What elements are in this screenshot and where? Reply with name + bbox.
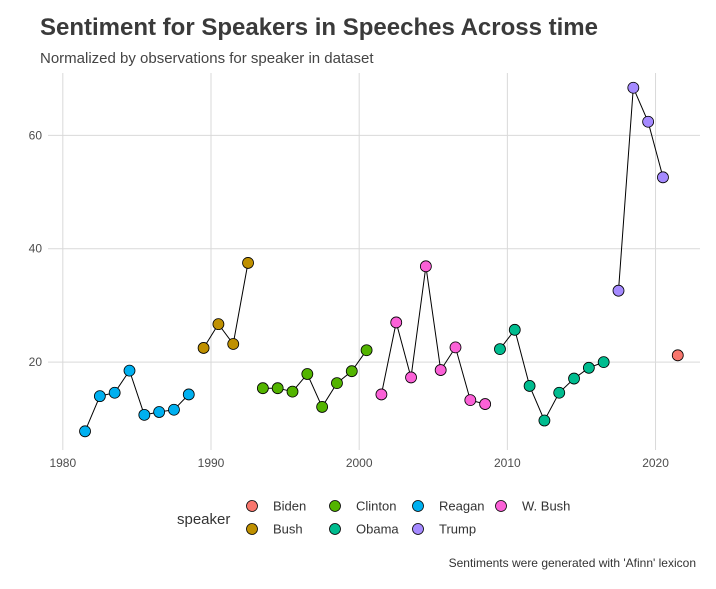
legend-label-clinton: Clinton (356, 499, 396, 514)
x-tick-label: 2020 (642, 456, 669, 470)
legend-label-w-bush: W. Bush (522, 499, 570, 514)
legend-key-biden (246, 500, 258, 512)
data-point-bush (197, 342, 210, 354)
data-point-obama (508, 323, 521, 336)
series-line-bush (203, 262, 249, 349)
data-point-clinton (345, 365, 358, 378)
data-point-bush (227, 338, 240, 350)
legend-item-clinton: Clinton (329, 499, 396, 514)
data-point-w-bush (479, 398, 492, 410)
data-point-w-bush (464, 394, 477, 407)
data-point-clinton (331, 377, 343, 390)
series-line-clinton (262, 349, 368, 408)
y-tick-label: 60 (29, 128, 43, 142)
data-point-clinton (301, 368, 314, 380)
legend-label-obama: Obama (356, 522, 399, 537)
data-point-trump (657, 171, 669, 184)
legend-label-trump: Trump (439, 522, 476, 537)
x-tick-label: 1990 (198, 456, 225, 470)
legend-key-clinton (329, 500, 341, 512)
data-point-w-bush (434, 364, 447, 376)
legend-label-reagan: Reagan (439, 499, 485, 514)
series-line-obama (499, 328, 604, 422)
data-point-trump (627, 81, 640, 94)
data-point-obama (568, 372, 580, 385)
chart-caption: Sentiments were generated with 'Afinn' l… (448, 556, 696, 570)
data-point-obama (538, 414, 551, 427)
data-point-obama (597, 356, 610, 369)
data-point-reagan (108, 386, 121, 399)
data-point-reagan (93, 390, 106, 403)
legend-key-trump (412, 523, 424, 535)
x-tick-label: 2000 (346, 456, 373, 470)
y-tick-label: 20 (29, 355, 43, 369)
legend-title: speaker (177, 511, 230, 528)
data-point-biden (671, 349, 684, 362)
legend-item-bush: Bush (246, 522, 303, 537)
data-point-trump (642, 115, 655, 128)
legend-item-trump: Trump (412, 522, 476, 537)
data-point-obama (582, 361, 595, 374)
data-point-bush (212, 318, 225, 331)
data-point-w-bush (419, 260, 432, 273)
x-tick-label: 1980 (49, 456, 76, 470)
data-point-obama (494, 343, 506, 355)
x-tick-label: 2010 (494, 456, 521, 470)
data-point-w-bush (390, 316, 403, 329)
chart-subtitle: Normalized by observations for speaker i… (40, 50, 374, 67)
legend-key-w-bush (495, 500, 507, 512)
data-point-clinton (360, 344, 373, 357)
data-point-bush (242, 257, 254, 269)
data-point-w-bush (449, 341, 462, 354)
data-point-clinton (316, 401, 329, 413)
data-point-clinton (271, 382, 284, 395)
data-point-reagan (168, 403, 180, 416)
legend-label-bush: Bush (273, 522, 303, 537)
data-point-trump (612, 284, 625, 297)
data-point-w-bush (375, 388, 388, 401)
legend-label-biden: Biden (273, 499, 306, 514)
data-point-reagan (153, 406, 166, 418)
data-point-obama (523, 380, 536, 392)
series-line-w-bush (380, 266, 486, 405)
legend-item-obama: Obama (329, 522, 399, 537)
chart-title: Sentiment for Speakers in Speeches Acros… (40, 14, 598, 41)
data-point-w-bush (405, 371, 417, 384)
legend-key-reagan (412, 500, 424, 512)
data-point-reagan (79, 425, 91, 438)
data-point-reagan (138, 408, 151, 421)
series-line-trump (618, 87, 664, 291)
legend-item-biden: Biden (246, 499, 306, 514)
legend-item-w-bush: W. Bush (495, 499, 570, 514)
data-point-clinton (256, 382, 269, 395)
grid-layer (48, 73, 700, 450)
legend: speaker Biden Bush Clinton Obama Reagan Trump W… (177, 499, 570, 537)
legend-key-bush (246, 523, 258, 535)
point-layer (79, 81, 684, 438)
data-point-clinton (286, 385, 299, 398)
data-point-obama (553, 386, 566, 399)
data-point-reagan (182, 388, 195, 401)
legend-item-reagan: Reagan (412, 499, 485, 514)
legend-key-obama (329, 523, 341, 535)
y-tick-label: 40 (29, 242, 43, 256)
data-point-reagan (123, 364, 136, 377)
